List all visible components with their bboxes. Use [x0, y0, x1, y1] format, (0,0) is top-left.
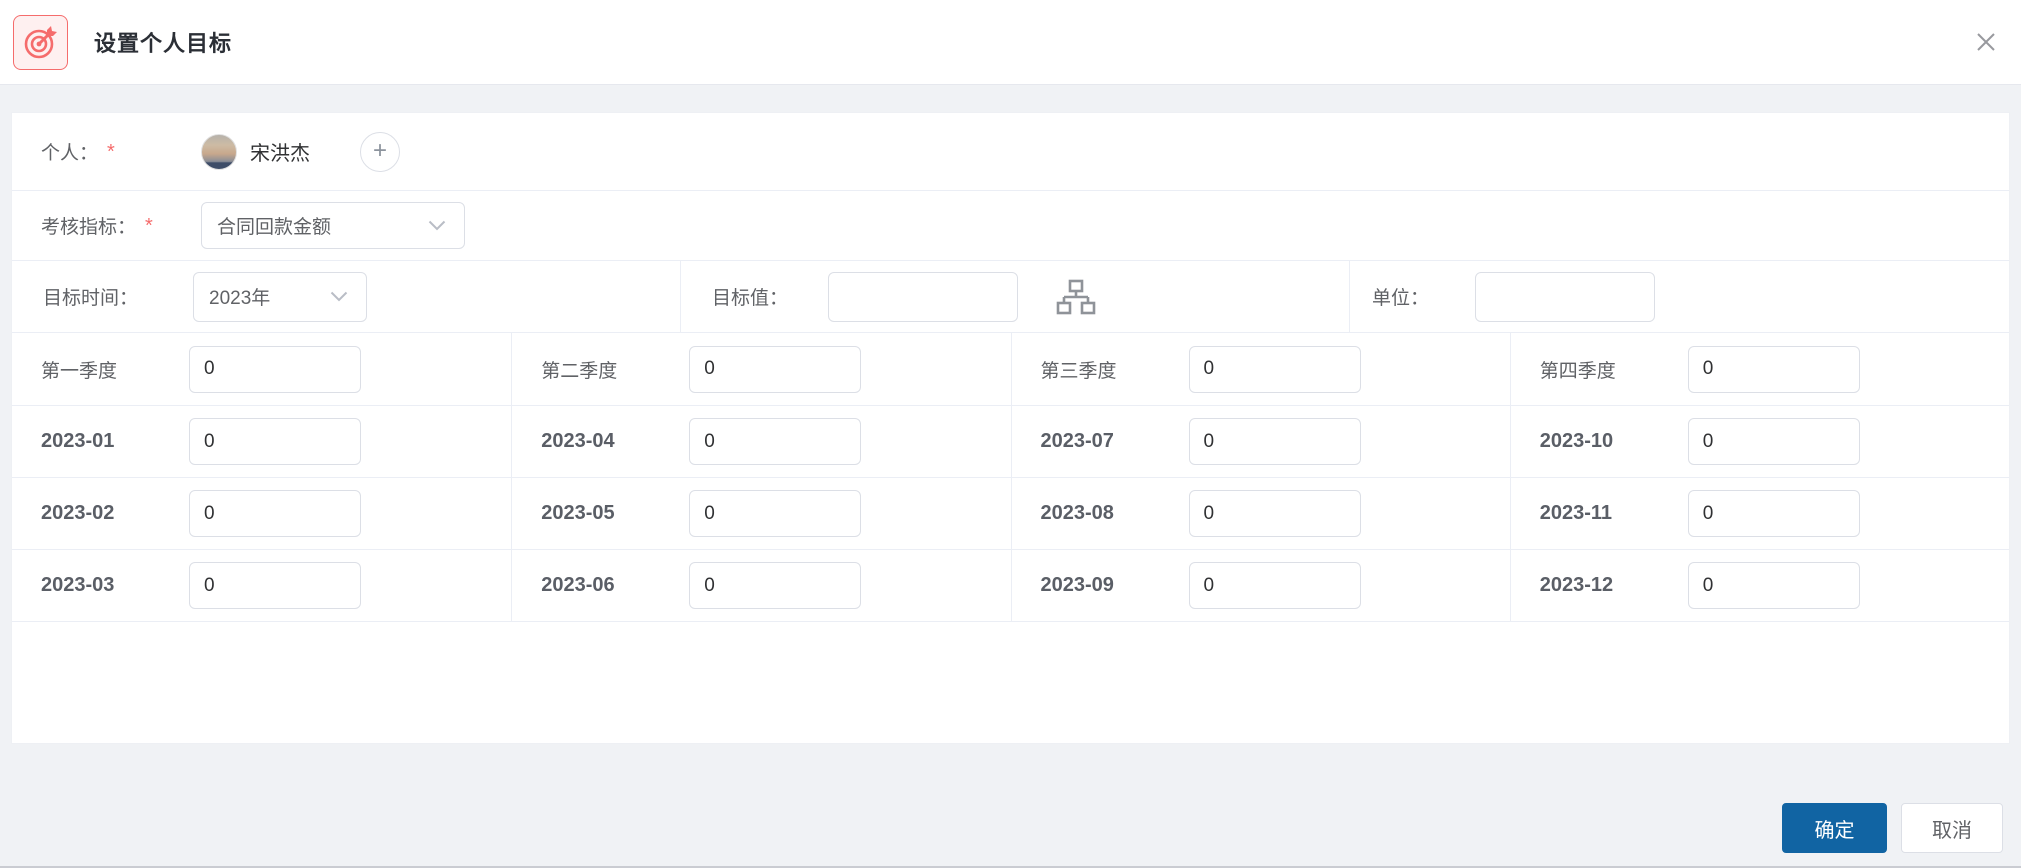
month-cell: 2023-07 [1010, 406, 1510, 478]
goal-values-table: 第一季度 2023-01 2023-02 2023-03 第二季度 2023-0… [12, 333, 2009, 622]
month-label: 2023-12 [1539, 574, 1614, 596]
unit-label: 单位： [1372, 288, 1430, 309]
window-bottom-edge [0, 866, 2021, 868]
target-value-label: 目标值： [712, 288, 789, 309]
month-label: 2023-10 [1539, 430, 1614, 452]
add-person-button[interactable]: + [360, 131, 400, 172]
unit-section: 单位： [1349, 261, 2009, 332]
goal-form-panel: 个人： * 宋洪杰 + 考核指标： * 合同回款金额 目标时间： 2023年 [11, 112, 2010, 744]
month-cell: 2023-09 [1010, 550, 1510, 622]
metric-row: 考核指标： * 合同回款金额 [12, 191, 2009, 261]
target-row: 目标时间： 2023年 目标值： 单位： [12, 261, 2009, 333]
month-label: 2023-11 [1539, 502, 1613, 524]
person-label: 个人： [41, 143, 99, 164]
month-value-input[interactable] [189, 490, 361, 537]
month-label: 2023-01 [41, 430, 115, 452]
month-label: 2023-07 [1040, 430, 1114, 452]
month-value-input[interactable] [1188, 562, 1361, 609]
quarter-label: 第二季度 [541, 360, 618, 382]
month-value-input[interactable] [689, 562, 862, 609]
unit-input[interactable] [1475, 271, 1656, 322]
target-value-section: 目标值： [680, 261, 1349, 332]
close-icon[interactable] [1973, 29, 1999, 55]
month-cell: 2023-05 [511, 478, 1011, 550]
quarter-cell: 第二季度 [511, 333, 1011, 406]
quarter-cell: 第一季度 [12, 333, 512, 406]
month-cell: 2023-02 [12, 478, 512, 550]
quarter-label: 第一季度 [41, 360, 118, 382]
month-cell: 2023-08 [1010, 478, 1510, 550]
month-value-input[interactable] [189, 418, 361, 465]
chevron-down-icon [330, 291, 348, 302]
month-value-input[interactable] [1188, 490, 1361, 537]
quarter-value-input[interactable] [689, 345, 862, 393]
quarter-value-input[interactable] [189, 345, 361, 393]
month-value-input[interactable] [689, 490, 862, 537]
chevron-down-icon [428, 220, 446, 231]
metric-select[interactable]: 合同回款金额 [201, 202, 465, 249]
quarter-value-input[interactable] [1687, 345, 1860, 393]
month-value-input[interactable] [689, 418, 862, 465]
month-cell: 2023-03 [12, 550, 512, 622]
month-value-input[interactable] [1687, 562, 1860, 609]
quarter-cell: 第三季度 [1010, 333, 1510, 406]
month-label: 2023-05 [541, 502, 615, 524]
target-year-select[interactable]: 2023年 [193, 271, 367, 322]
month-cell: 2023-04 [511, 406, 1011, 478]
person-label-zone: 个人： * [41, 138, 201, 165]
month-cell: 2023-01 [12, 406, 512, 478]
target-time-label: 目标时间： [43, 288, 139, 309]
month-value-input[interactable] [1188, 418, 1361, 465]
footer-actions: 确定 取消 [1782, 803, 2003, 853]
person-row: 个人： * 宋洪杰 + [12, 113, 2009, 191]
month-cell: 2023-12 [1509, 550, 2009, 622]
metric-label: 考核指标： [41, 217, 137, 238]
page-title: 设置个人目标 [94, 31, 233, 56]
quarter-value-input[interactable] [1188, 345, 1361, 393]
confirm-button[interactable]: 确定 [1782, 803, 1887, 853]
month-label: 2023-06 [541, 574, 615, 596]
month-cell: 2023-10 [1509, 406, 2009, 478]
target-value-input[interactable] [828, 271, 1019, 322]
month-label: 2023-04 [541, 430, 615, 452]
required-asterisk: * [107, 141, 115, 163]
metric-label-zone: 考核指标： * [41, 212, 201, 239]
month-label: 2023-08 [1040, 502, 1114, 524]
required-asterisk: * [145, 215, 153, 237]
quarter-label: 第三季度 [1040, 360, 1117, 382]
month-cell: 2023-06 [511, 550, 1011, 622]
cancel-button[interactable]: 取消 [1901, 803, 2003, 853]
month-label: 2023-09 [1040, 574, 1114, 596]
quarter-cell: 第四季度 [1509, 333, 2009, 406]
month-cell: 2023-11 [1509, 478, 2009, 550]
distribute-org-icon[interactable] [1056, 279, 1096, 315]
month-value-input[interactable] [1687, 490, 1860, 537]
month-value-input[interactable] [1687, 418, 1860, 465]
month-label: 2023-02 [41, 502, 115, 524]
dialog-header: 设置个人目标 [0, 0, 2021, 85]
target-arrow-icon [24, 26, 57, 59]
month-value-input[interactable] [189, 562, 361, 609]
metric-selected-value: 合同回款金额 [217, 217, 332, 238]
target-year-value: 2023年 [209, 288, 271, 309]
month-label: 2023-03 [41, 574, 115, 596]
target-time-section: 目标时间： 2023年 [12, 261, 680, 332]
avatar [201, 133, 237, 170]
person-name: 宋洪杰 [250, 143, 310, 165]
goal-target-icon [13, 14, 68, 70]
quarter-label: 第四季度 [1539, 360, 1616, 382]
